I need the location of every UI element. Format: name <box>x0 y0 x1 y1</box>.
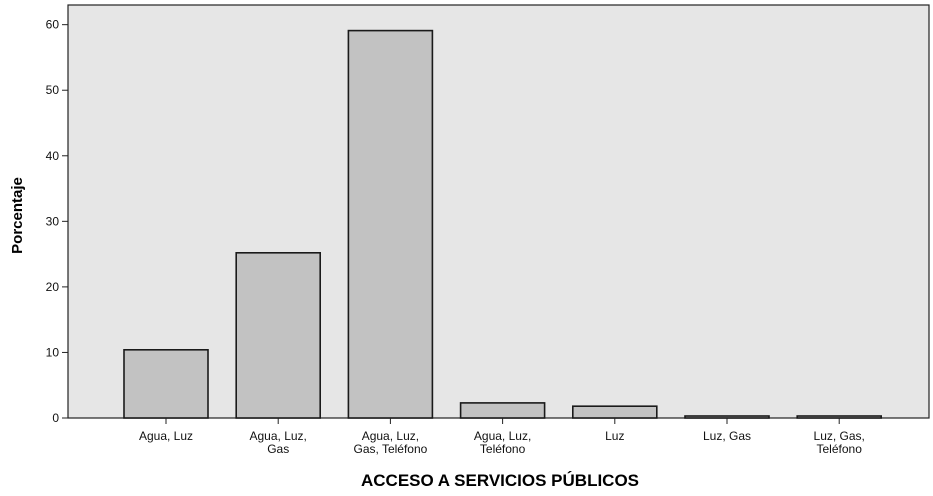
x-tick-label-line: Luz, Gas, <box>814 429 865 443</box>
y-tick-label: 60 <box>46 18 60 32</box>
x-tick-label-line: Agua, Luz, <box>250 429 307 443</box>
plot-area <box>67 4 930 419</box>
x-tick-label-line: Gas <box>267 442 289 456</box>
y-tick-label: 50 <box>46 83 60 97</box>
x-tick-label: Luz <box>605 429 624 443</box>
x-tick-label-line: Agua, Luz, <box>474 429 531 443</box>
y-tick-label: 20 <box>46 280 60 294</box>
x-tick-label-line: Agua, Luz <box>139 429 193 443</box>
x-tick-label: Agua, Luz, Gas, Teléfono <box>353 429 427 456</box>
x-tick-label: Luz, Gas, Teléfono <box>814 429 865 456</box>
x-axis-title: ACCESO A SERVICIOS PÚBLICOS <box>361 471 639 490</box>
y-axis-ticks: 0 10 20 30 40 50 60 <box>46 18 68 425</box>
y-tick-label: 10 <box>46 345 60 359</box>
bar <box>684 415 770 419</box>
x-tick-label: Luz, Gas <box>703 429 751 443</box>
y-tick-label: 0 <box>52 411 59 425</box>
y-axis-title: Porcentaje <box>9 177 26 254</box>
x-tick-label-line: Teléfono <box>480 442 526 456</box>
bar <box>235 252 321 419</box>
x-tick-label-line: Luz, Gas <box>703 429 751 443</box>
bar <box>571 405 658 419</box>
x-tick-label-line: Luz <box>605 429 624 443</box>
x-tick-label-line: Teléfono <box>817 442 863 456</box>
bar <box>123 348 209 419</box>
bar <box>347 29 434 419</box>
x-tick-label: Agua, Luz <box>139 429 193 443</box>
x-tick-label-line: Gas, Teléfono <box>353 442 427 456</box>
x-tick-label: Agua, Luz, Gas <box>250 429 307 456</box>
y-tick-label: 40 <box>46 149 60 163</box>
bars-group <box>123 29 883 419</box>
x-tick-label: Agua, Luz, Teléfono <box>474 429 531 456</box>
bar <box>459 402 546 419</box>
bar <box>796 415 883 419</box>
x-tick-label-line: Agua, Luz, <box>362 429 419 443</box>
y-tick-label: 30 <box>46 214 60 228</box>
